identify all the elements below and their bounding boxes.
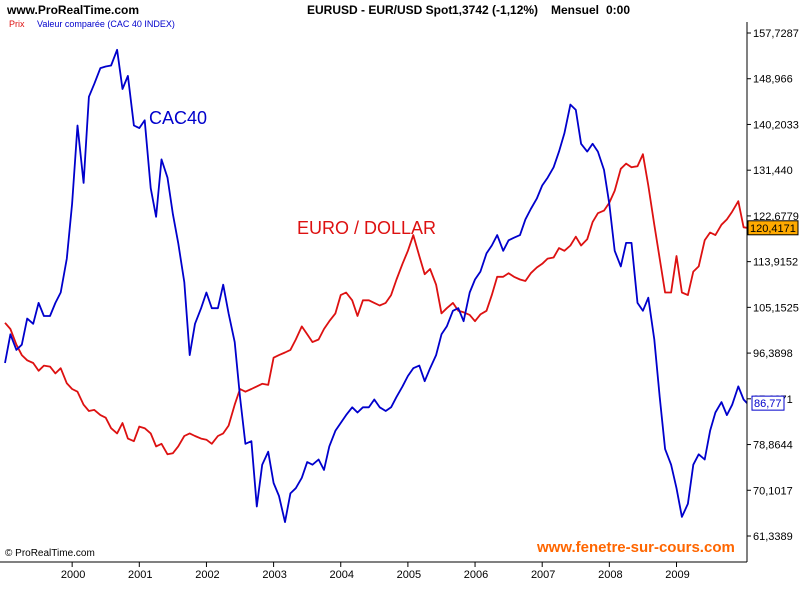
legend-compared-value: Valeur comparée (CAC 40 INDEX)	[37, 19, 175, 29]
annotation-euro-dollar: EURO / DOLLAR	[297, 218, 437, 238]
cac40-last-value-badge	[751, 395, 785, 411]
credit-text: © ProRealTime.com	[5, 548, 95, 559]
y-tick-label: 122,6779	[753, 211, 799, 223]
site-url[interactable]: www.ProRealTime.com	[7, 3, 140, 17]
y-tick-label: 96,3898	[753, 348, 793, 360]
x-tick-label: 2000	[61, 569, 85, 581]
x-tick-label: 2006	[464, 569, 488, 581]
x-tick-label: 2003	[262, 569, 286, 581]
eurusd-last-value: 120,4171	[750, 223, 796, 235]
x-tick-label: 2009	[665, 569, 689, 581]
y-tick-label: 78,8644	[753, 440, 793, 452]
eurusd-last-value-badge	[747, 220, 799, 236]
website-link[interactable]: www.fenetre-sur-cours.com	[537, 539, 735, 556]
legend-prix: Prix	[9, 19, 25, 29]
annotation-cac40: CAC40	[149, 108, 208, 128]
y-tick-label: 140,2033	[753, 119, 799, 131]
x-tick-label: 2002	[195, 569, 219, 581]
time-label: 0:00	[606, 3, 631, 17]
y-tick-label: 131,440	[753, 165, 793, 177]
y-tick-label: 61,3389	[753, 531, 793, 543]
x-tick-label: 2004	[330, 569, 354, 581]
x-tick-label: 2001	[128, 569, 152, 581]
y-tick-label: 148,966	[753, 74, 793, 86]
y-tick-label: 157,7287	[753, 28, 799, 40]
quote-value: 1,3742 (-1,12%)	[452, 3, 539, 17]
eurusd-line	[4, 153, 748, 456]
y-tick-label: 113,9152	[753, 257, 798, 269]
y-tick-label: 105,1525	[753, 302, 799, 314]
instrument-name: EURUSD - EUR/USD Spot	[307, 3, 453, 17]
period-label: Mensuel	[551, 3, 600, 17]
y-tick-label: 70,1017	[753, 485, 793, 497]
cac40-last-value: 86,77	[754, 398, 782, 410]
plot-area	[5, 30, 747, 562]
cac40-line	[4, 48, 748, 523]
x-tick-label: 2007	[531, 569, 555, 581]
x-tick-label: 2005	[397, 569, 421, 581]
x-tick-label: 2008	[598, 569, 622, 581]
